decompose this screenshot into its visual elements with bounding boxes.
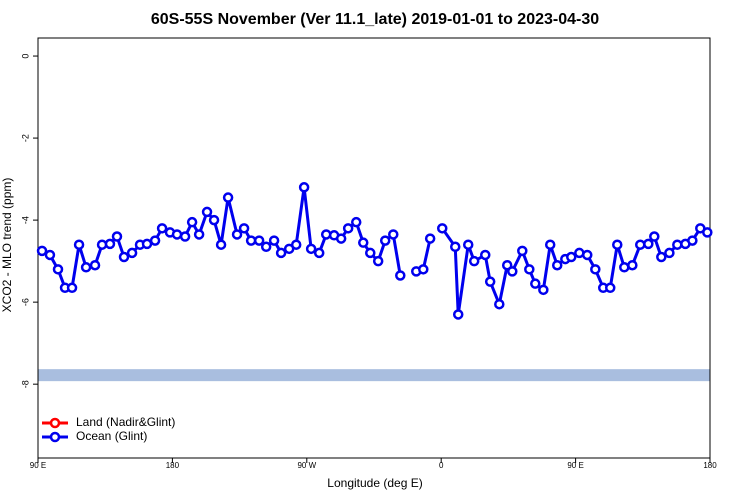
data-point (494, 298, 505, 310)
y-tick-label: -6 (20, 298, 30, 306)
data-point (89, 259, 101, 271)
data-point (201, 206, 213, 218)
data-point (672, 239, 683, 250)
y-tick-label: -4 (20, 216, 30, 224)
data-point (149, 235, 161, 246)
data-point (436, 223, 448, 234)
data-point (468, 255, 480, 267)
data-point (395, 270, 406, 281)
data-point (80, 262, 92, 273)
data-point (298, 182, 310, 193)
y-tick-label: 0 (20, 54, 30, 59)
data-point (118, 251, 130, 263)
data-point (179, 231, 191, 242)
reference-band (38, 369, 710, 382)
data-point (418, 264, 429, 275)
data-point (335, 233, 347, 244)
data-point (350, 216, 362, 228)
x-tick-label: 0 (439, 461, 444, 470)
data-point (36, 245, 48, 257)
x-tick-label: 180 (166, 461, 180, 470)
data-point (238, 223, 250, 234)
x-tick-label: 90 E (567, 461, 583, 470)
data-point (73, 239, 85, 250)
data-point (215, 239, 227, 250)
data-point (275, 247, 287, 259)
data-point (530, 278, 541, 289)
data-point (111, 231, 123, 242)
data-point (231, 229, 243, 240)
data-point (245, 235, 257, 246)
data-point (313, 247, 325, 259)
data-point (612, 239, 623, 250)
data-point (208, 214, 220, 226)
data-point (156, 223, 168, 234)
data-point (507, 266, 518, 277)
data-point (581, 249, 593, 261)
data-point (388, 229, 399, 240)
data-point (222, 192, 234, 203)
data-point (524, 264, 535, 275)
data-point (538, 284, 549, 296)
x-tick-label: 90 W (297, 461, 316, 470)
data-point (452, 309, 464, 320)
data-point (66, 282, 78, 294)
data-point (365, 247, 376, 259)
data-point (268, 235, 280, 246)
legend-marker (49, 431, 61, 443)
y-axis-label: XCO2 - MLO trend (ppm) (0, 178, 14, 313)
x-tick-label: 90 E (30, 461, 46, 470)
y-tick-label: -2 (20, 134, 30, 142)
data-point (253, 235, 265, 246)
data-point (372, 255, 384, 267)
data-point (702, 227, 713, 238)
data-point (619, 262, 630, 273)
data-point (635, 239, 646, 250)
legend-label: Land (Nadir&Glint) (76, 415, 175, 429)
data-point (193, 229, 205, 240)
data-point (544, 239, 556, 250)
data-point (480, 249, 491, 261)
data-point (171, 229, 183, 240)
series-line (441, 226, 709, 315)
data-point (260, 241, 272, 253)
data-point (44, 249, 56, 261)
data-point (357, 237, 369, 248)
data-point (379, 235, 391, 246)
series-line (41, 187, 402, 290)
data-point (643, 238, 654, 250)
x-tick-label: 180 (703, 461, 717, 470)
data-point (462, 239, 474, 250)
data-point (424, 233, 436, 244)
data-point (52, 264, 64, 275)
data-point (687, 235, 698, 246)
data-point (126, 247, 138, 259)
data-point (449, 241, 461, 253)
data-point (664, 247, 675, 259)
data-point (104, 238, 116, 250)
data-point (517, 245, 528, 257)
data-point (649, 231, 660, 242)
y-tick-label: -8 (20, 380, 30, 388)
data-point (484, 276, 496, 287)
data-point (566, 251, 577, 263)
data-point (627, 259, 638, 271)
data-point (290, 239, 302, 250)
data-point (604, 282, 616, 294)
data-point (342, 223, 354, 234)
data-point (186, 216, 198, 228)
data-point (590, 264, 601, 275)
x-axis-label: Longitude (deg E) (327, 476, 422, 490)
data-point (141, 238, 153, 250)
legend-label: Ocean (Glint) (76, 429, 147, 443)
chart-title: 60S-55S November (Ver 11.1_late) 2019-01… (151, 11, 599, 28)
data-point (305, 243, 317, 255)
data-point (551, 259, 563, 271)
legend-marker (49, 417, 61, 429)
data-point (656, 251, 667, 263)
